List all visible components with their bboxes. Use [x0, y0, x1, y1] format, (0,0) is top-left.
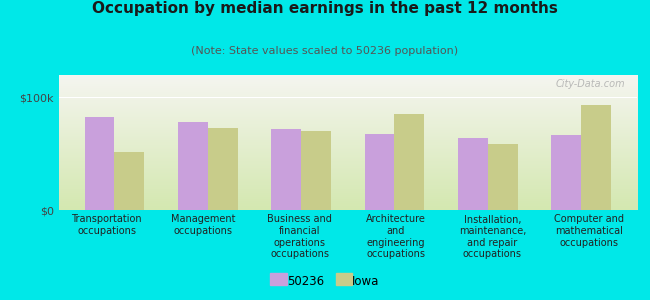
Text: Installation,
maintenance,
and repair
occupations: Installation, maintenance, and repair oc…: [459, 214, 526, 259]
Text: City-Data.com: City-Data.com: [556, 79, 625, 89]
Bar: [114, 152, 144, 210]
Legend: 50236, Iowa: 50236, Iowa: [266, 271, 384, 291]
Bar: [84, 117, 114, 210]
Bar: [395, 114, 424, 210]
Text: Business and
financial
operations
occupations: Business and financial operations occupa…: [267, 214, 332, 259]
Text: (Note: State values scaled to 50236 population): (Note: State values scaled to 50236 popu…: [192, 46, 458, 56]
Text: Occupation by median earnings in the past 12 months: Occupation by median earnings in the pas…: [92, 2, 558, 16]
Text: Architecture
and
engineering
occupations: Architecture and engineering occupations: [366, 214, 426, 259]
Bar: [488, 144, 517, 210]
Bar: [365, 134, 395, 210]
Bar: [551, 135, 581, 210]
Bar: [271, 129, 301, 210]
Bar: [178, 122, 208, 210]
Text: Management
occupations: Management occupations: [171, 214, 235, 236]
Bar: [458, 138, 488, 210]
Text: Computer and
mathematical
occupations: Computer and mathematical occupations: [554, 214, 624, 248]
Bar: [208, 128, 238, 210]
Bar: [301, 131, 331, 210]
Text: Transportation
occupations: Transportation occupations: [72, 214, 142, 236]
Bar: [581, 105, 611, 210]
